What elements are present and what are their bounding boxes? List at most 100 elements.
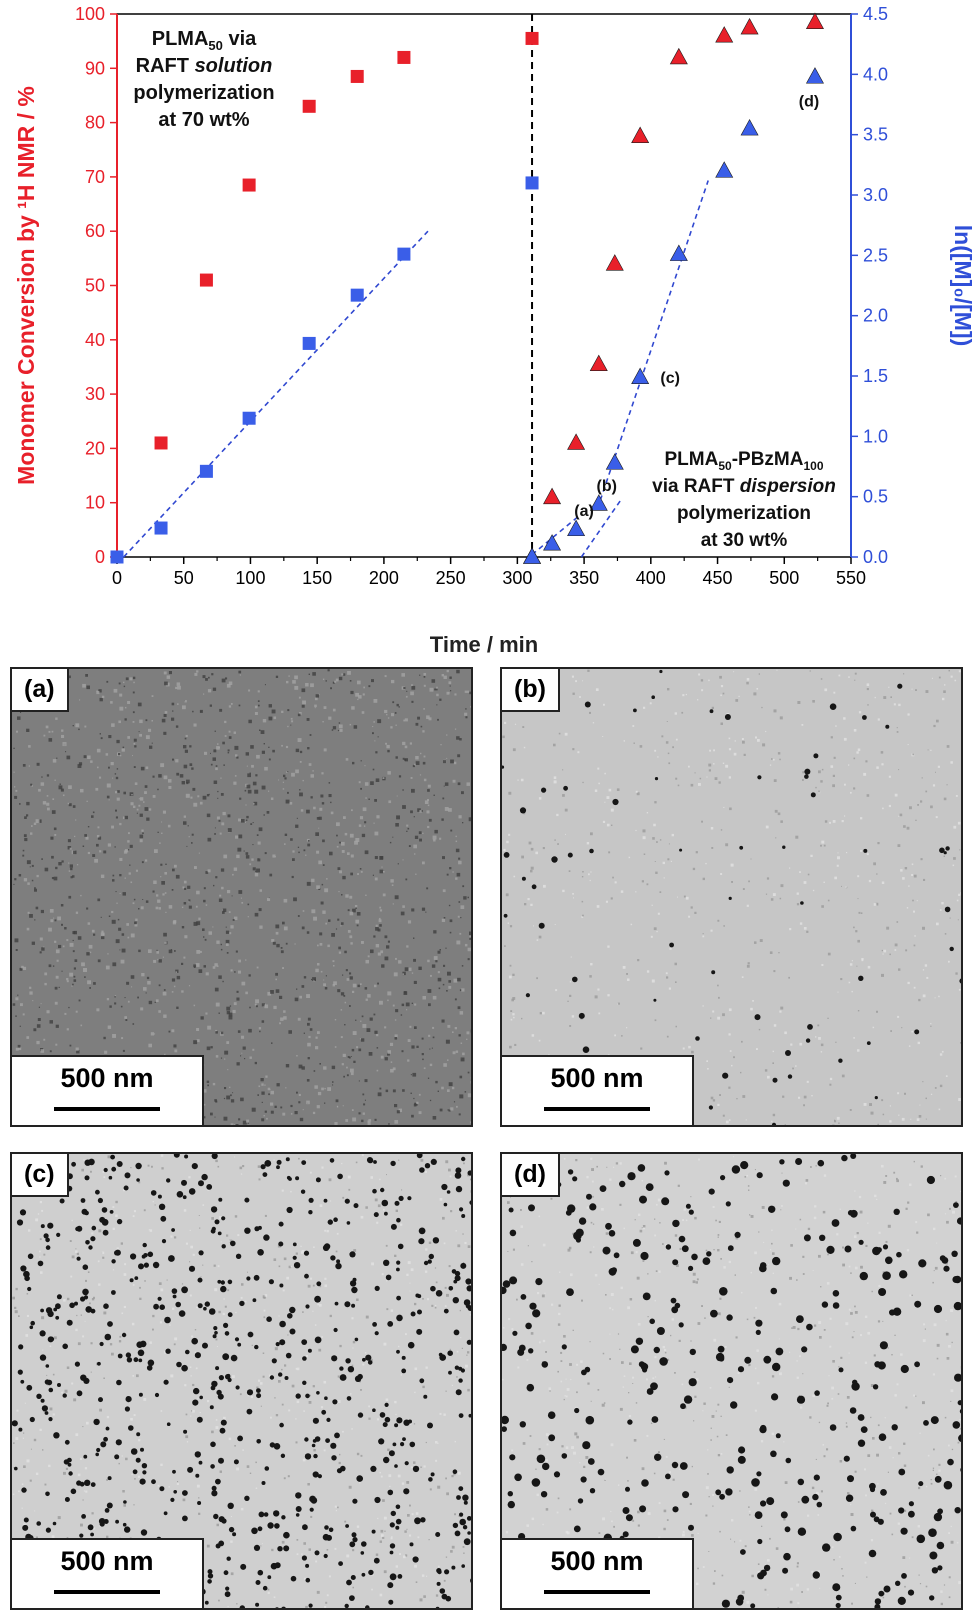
grain [61,860,64,863]
grain [215,765,218,767]
nanoparticle [43,1233,49,1239]
nanoparticle [184,1154,189,1159]
grain [54,779,56,781]
nanoparticle [385,1274,392,1281]
nanoparticle [326,1534,332,1541]
grain [332,708,336,712]
grain [70,867,73,871]
grain [229,1086,231,1088]
nanoparticle [111,1166,117,1172]
grain [428,1034,431,1037]
grain [548,1387,552,1390]
grain [817,1570,821,1574]
grain [832,784,835,788]
nanoparticle [178,1609,183,1610]
nanoparticle [346,1579,352,1586]
grain [746,964,750,968]
grain [530,903,533,906]
nanoparticle [467,1531,471,1535]
grain [555,989,558,992]
grain [355,692,359,697]
grain [238,890,243,894]
grain [284,843,286,845]
grain [569,981,572,983]
grain [370,781,374,785]
grain [407,827,410,830]
grain [904,1509,907,1512]
grain [626,1456,628,1459]
nanoparticle [619,1180,626,1188]
grain [132,1215,135,1218]
grain [404,718,408,722]
grain [203,1089,207,1093]
grain [637,1524,640,1527]
grain [45,725,49,729]
grain [22,854,25,857]
nanoparticle [212,1334,217,1339]
nanoparticle [502,1426,507,1432]
nanoparticle [389,1550,394,1555]
grain [369,1017,373,1021]
grain [944,684,946,686]
nanoparticle [397,1574,403,1579]
grain [857,939,860,943]
grain [706,776,708,778]
grain [432,995,437,1000]
nanoparticle [435,1532,441,1537]
grain [395,724,397,726]
grain [913,910,915,913]
grain [293,897,297,902]
grain [767,1594,769,1596]
grain [831,1546,834,1549]
grain [909,1294,912,1297]
grain [538,935,542,939]
grain [127,736,130,739]
grain [183,745,187,749]
grain [562,889,565,893]
grain [939,909,942,911]
grain [320,970,323,973]
nanoparticle [227,1377,232,1383]
grain [933,724,936,728]
nanoparticle [439,1588,446,1594]
grain [321,802,325,805]
grain [405,1554,408,1557]
grain [635,891,637,893]
grain [815,1491,819,1495]
grain [124,1263,127,1266]
grain [132,1023,135,1025]
grain [254,873,259,877]
grain [771,1120,773,1123]
grain [860,1265,863,1269]
nanoparticle [503,852,510,858]
grain [186,779,190,784]
grain [218,898,223,902]
grain [327,944,330,948]
grain [771,1375,775,1378]
x-tick-label: 550 [836,568,866,588]
grain [569,1363,572,1366]
nanoparticle [218,1197,223,1202]
nanoparticle [374,1496,381,1504]
grain [470,1081,471,1084]
nanoparticle [387,1582,394,1589]
grain [870,1539,874,1542]
nanoparticle [459,1512,464,1517]
grain [125,1457,128,1461]
grain [46,1374,48,1376]
grain [118,720,121,724]
grain [840,978,843,981]
grain [668,843,670,845]
grain [97,826,100,829]
nanoparticle [461,1156,466,1162]
grain [346,1074,349,1077]
grain [351,809,353,812]
grain [316,850,320,854]
grain [246,1119,250,1123]
nanoparticle [954,1507,961,1514]
grain [881,763,884,766]
grain [456,940,461,945]
nanoparticle [453,1329,460,1336]
grain [218,1310,221,1314]
grain [916,1118,920,1121]
